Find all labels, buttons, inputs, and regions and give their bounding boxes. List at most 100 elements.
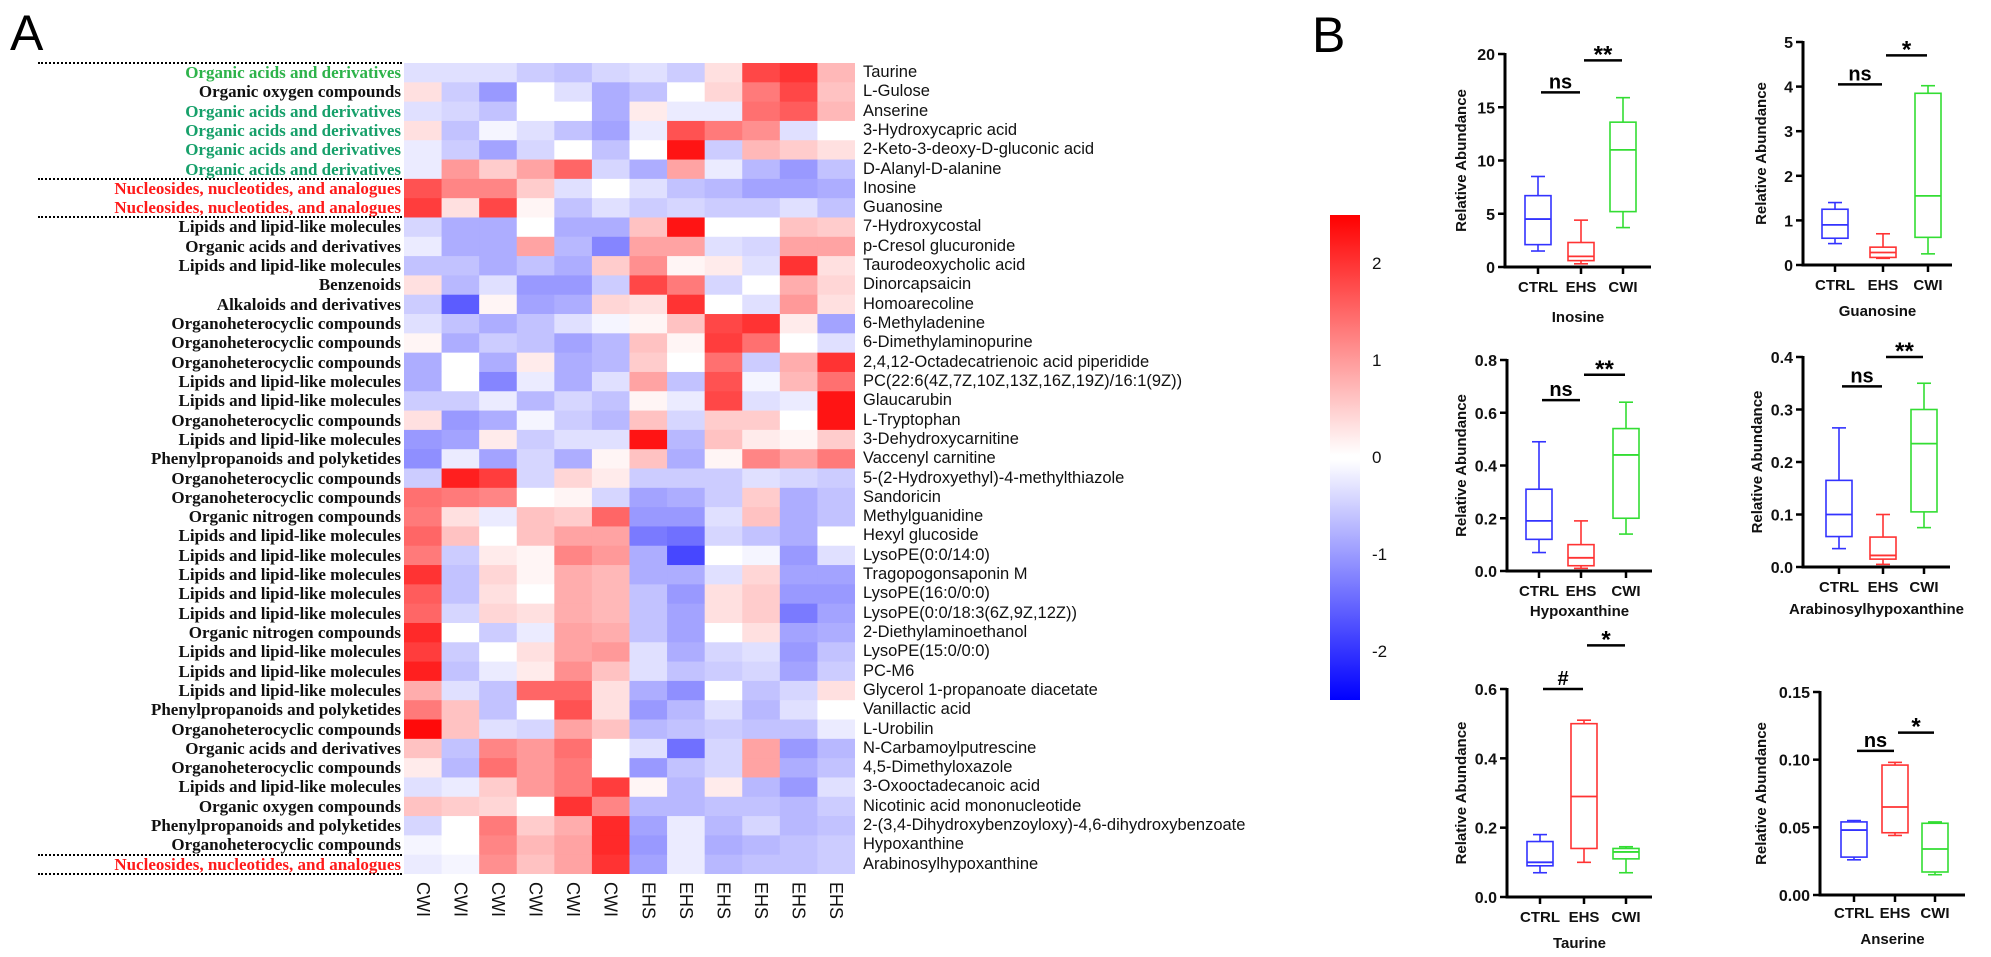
row-class-label: Organoheterocyclic compounds — [171, 333, 401, 353]
heatmap-cell — [479, 661, 518, 682]
heatmap-cell — [704, 198, 743, 218]
heatmap-cell — [441, 468, 480, 489]
heatmap-cell — [779, 63, 818, 83]
heatmap-cell — [516, 603, 555, 624]
heatmap-cell — [441, 565, 480, 585]
heatmap-cell — [479, 217, 518, 238]
heatmap-cell — [742, 82, 781, 103]
heatmap-cell — [441, 700, 480, 721]
y-tick-label: 0.00 — [1779, 888, 1810, 905]
boxplot-inosine: 0 5 10 15 20 Relative Abundance CTRL EHS CWI ns **… — [1453, 41, 1651, 326]
heatmap-cell — [479, 314, 518, 334]
heatmap-cell — [629, 835, 668, 856]
heatmap-cell — [629, 391, 668, 412]
row-class-label: Nucleosides, nucleotides, and analogues — [114, 178, 401, 198]
y-tick-label: 0 — [1486, 260, 1495, 277]
heatmap-cell — [704, 391, 743, 412]
y-tick-label: 3 — [1784, 124, 1793, 141]
x-tick-label: CTRL — [1819, 579, 1859, 596]
heatmap-cell — [667, 545, 706, 566]
colorbar-tick-label: 1 — [1372, 350, 1382, 370]
row-metabolite-label: 2-Keto-3-deoxy-D-gluconic acid — [863, 140, 1095, 159]
heatmap-cell — [441, 545, 480, 566]
heatmap-cell — [516, 507, 555, 527]
row-class-label: Lipids and lipid-like molecules — [178, 603, 401, 623]
heatmap-cell — [704, 816, 743, 836]
y-tick-label: 0.2 — [1771, 455, 1793, 472]
heatmap-cell — [704, 178, 743, 199]
y-tick-label: 2 — [1784, 169, 1793, 186]
heatmap-cell — [404, 429, 443, 450]
heatmap-cell — [779, 584, 818, 605]
heatmap-cell — [779, 294, 818, 315]
row-metabolite-label: Nicotinic acid mononucleotide — [863, 796, 1082, 815]
heatmap-cell — [817, 82, 855, 103]
heatmap-cell — [516, 120, 555, 141]
row-metabolite-label: 2-(3,4-Dihydroxybenzoyloxy)-4,6-dihydrox… — [863, 816, 1246, 835]
heatmap-cell — [779, 545, 818, 566]
heatmap-cell — [817, 622, 855, 643]
heatmap-cell — [629, 777, 668, 798]
heatmap-cell — [516, 352, 555, 373]
y-tick-label: 0.1 — [1771, 508, 1793, 525]
heatmap-cell — [479, 700, 518, 721]
row-metabolite-label: 3-Dehydroxycarnitine — [863, 429, 1019, 448]
heatmap-cell — [554, 816, 593, 836]
heatmap-cell — [516, 738, 555, 759]
heatmap-cell — [779, 468, 818, 489]
heatmap-cell — [441, 371, 480, 392]
heatmap-cell — [479, 101, 518, 122]
heatmap-cell — [404, 410, 443, 431]
heatmap-cell — [554, 140, 593, 161]
row-class-label: Organic acids and derivatives — [185, 236, 401, 256]
heatmap-cell — [591, 545, 630, 566]
heatmap-cell — [817, 159, 855, 180]
heatmap-cell — [591, 217, 630, 238]
plot-title: Guanosine — [1839, 303, 1917, 320]
row-class-label: Organic acids and derivatives — [185, 140, 401, 160]
heatmap-cell — [441, 333, 480, 354]
heatmap-cell — [742, 429, 781, 450]
heatmap-cell — [817, 391, 855, 412]
heatmap-cell — [441, 507, 480, 527]
heatmap-cell — [742, 642, 781, 663]
row-class-label: Lipids and lipid-like molecules — [178, 391, 401, 411]
heatmap-cell — [441, 642, 480, 663]
heatmap-cell — [516, 854, 555, 874]
row-metabolite-label: Vaccenyl carnitine — [863, 449, 996, 468]
heatmap-cell — [667, 854, 706, 874]
heatmap-cell — [441, 198, 480, 218]
heatmap-cell — [704, 526, 743, 547]
heatmap-cell — [667, 294, 706, 315]
heatmap-cell — [516, 236, 555, 257]
heatmap-cell — [817, 777, 855, 798]
heatmap-cell — [667, 429, 706, 450]
heatmap-cell — [629, 217, 668, 238]
heatmap-cell — [404, 719, 443, 740]
heatmap-cell — [516, 642, 555, 663]
box-ctrl — [1525, 488, 1553, 541]
heatmap-cell — [554, 275, 593, 296]
heatmap-cell — [404, 622, 443, 643]
y-tick-label: 5 — [1784, 35, 1793, 52]
boxplot-arabinosylhypoxanthine: 0.0 0.1 0.2 0.3 0.4 Relative Abundance CTRL EHS… — [1749, 338, 1964, 618]
heatmap-cell — [516, 256, 555, 276]
heatmap-cell — [516, 217, 555, 238]
heatmap-cell — [817, 449, 855, 469]
heatmap-cell — [404, 159, 443, 180]
heatmap-cell — [554, 487, 593, 508]
row-class-label: Phenylpropanoids and polyketides — [150, 449, 401, 469]
heatmap-cell — [441, 410, 480, 431]
heatmap-cell — [591, 835, 630, 856]
heatmap-cell — [779, 256, 818, 276]
heatmap-cell — [479, 371, 518, 392]
heatmap-cell — [779, 429, 818, 450]
heatmap-cell — [817, 294, 855, 315]
x-tick-label: EHS — [1566, 583, 1597, 600]
heatmap-cell — [554, 700, 593, 721]
heatmap-cell — [479, 352, 518, 373]
heatmap-cell — [667, 236, 706, 257]
heatmap-cell — [554, 758, 593, 778]
heatmap-cell — [554, 391, 593, 412]
